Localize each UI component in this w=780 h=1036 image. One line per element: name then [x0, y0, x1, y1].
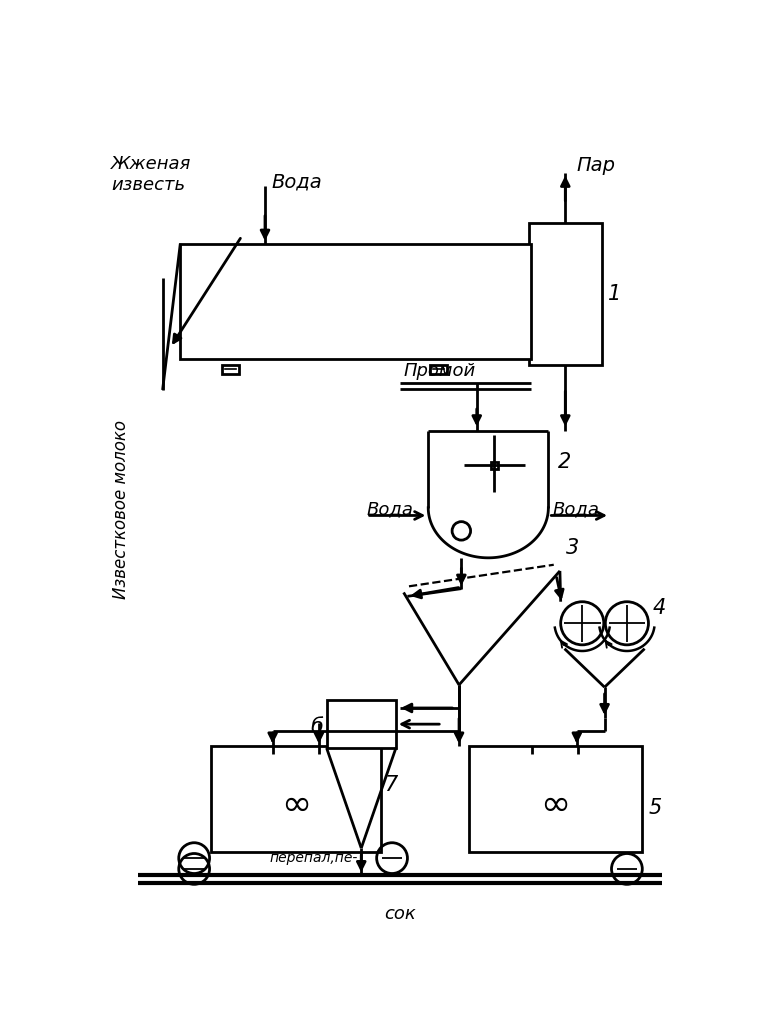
Bar	[327, 700, 396, 748]
Text: 4: 4	[652, 598, 665, 617]
Text: перепал,пе-: перепал,пе-	[269, 852, 357, 865]
Text: ∞: ∞	[281, 787, 311, 822]
Bar	[491, 462, 498, 469]
Text: 7: 7	[385, 775, 398, 795]
Text: 3: 3	[566, 538, 580, 557]
Text: Жженая
известь: Жженая известь	[111, 155, 191, 194]
Bar	[529, 223, 602, 366]
Bar	[211, 747, 381, 852]
Text: ∞: ∞	[541, 787, 570, 822]
Text: Известковое молоко: Известковое молоко	[112, 420, 130, 599]
Bar	[430, 365, 447, 374]
Text: Вода: Вода	[271, 173, 322, 192]
Text: б: б	[310, 717, 323, 738]
Text: Вода: Вода	[552, 500, 599, 518]
Bar	[469, 747, 642, 852]
Text: Вода: Вода	[367, 500, 413, 518]
Text: сок: сок	[384, 904, 416, 923]
Text: 2: 2	[558, 452, 571, 471]
Text: 5: 5	[648, 798, 661, 818]
Bar	[222, 365, 239, 374]
Bar	[180, 243, 530, 359]
Text: Промой: Промой	[403, 363, 476, 380]
Text: Пар: Пар	[577, 155, 616, 175]
Text: 1: 1	[608, 284, 622, 304]
